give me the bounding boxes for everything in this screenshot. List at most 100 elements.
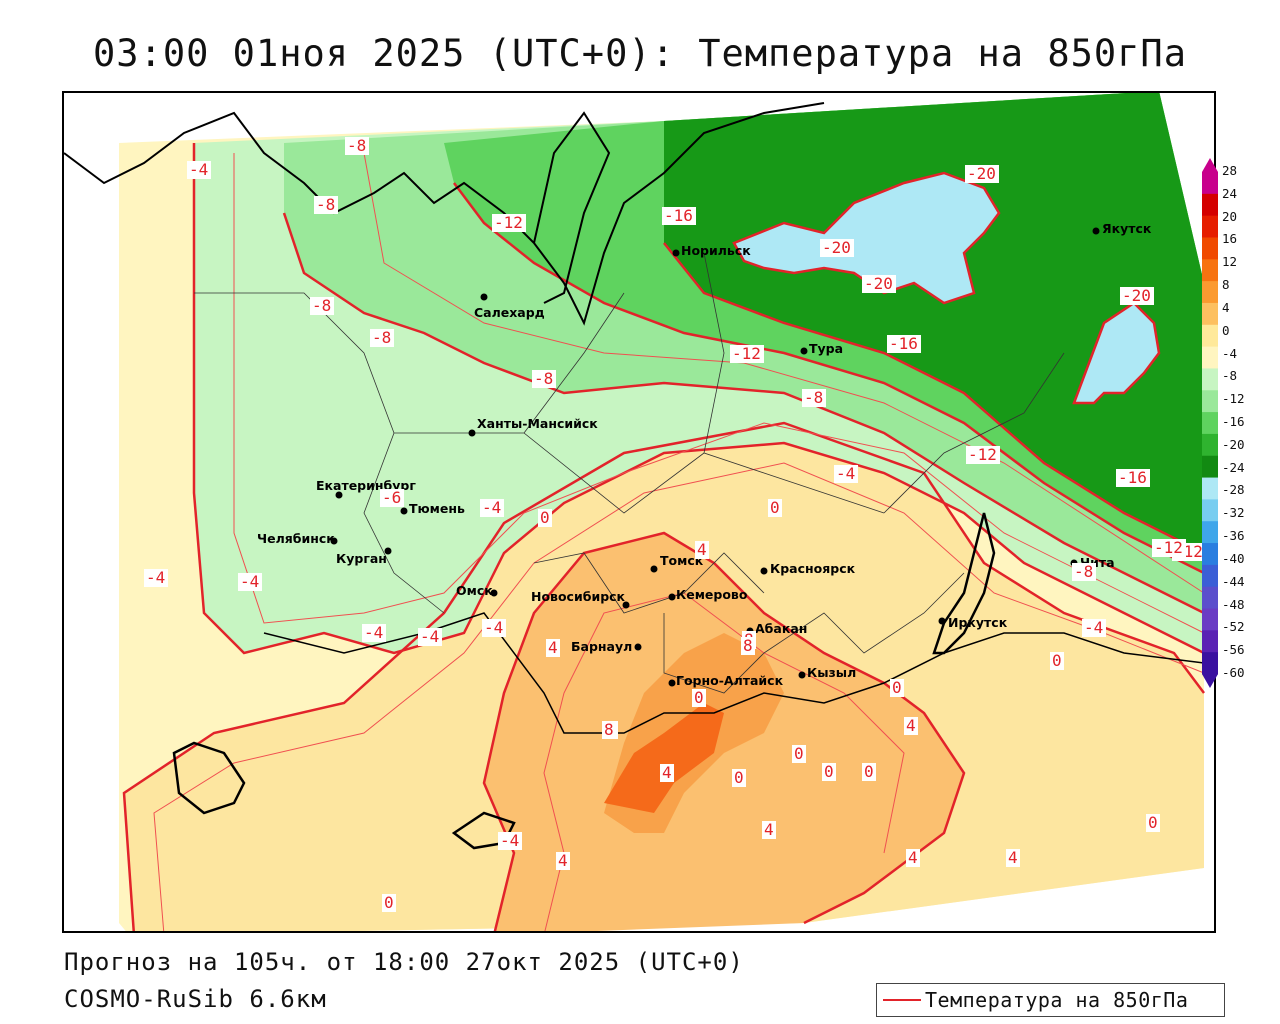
isoline-label: -20 xyxy=(965,164,999,183)
city-norilsk: Норильск xyxy=(672,243,751,258)
colorbar-swatch xyxy=(1202,302,1218,326)
svg-text:0: 0 xyxy=(864,762,874,781)
svg-text:-8: -8 xyxy=(534,369,553,388)
svg-text:0: 0 xyxy=(540,508,550,527)
svg-text:-4: -4 xyxy=(240,572,259,591)
city-salekhard: Салехард xyxy=(474,293,545,320)
temperature-fields xyxy=(119,93,1204,931)
isoline-label: 0 xyxy=(792,744,806,763)
svg-text:4: 4 xyxy=(697,540,707,559)
svg-text:0: 0 xyxy=(824,762,834,781)
svg-text:-16: -16 xyxy=(1118,468,1147,487)
isoline-label: -4 xyxy=(1082,618,1106,637)
svg-text:Кемерово: Кемерово xyxy=(676,587,748,602)
svg-text:0: 0 xyxy=(770,498,780,517)
svg-text:-12: -12 xyxy=(732,344,761,363)
isoline-label: 4 xyxy=(546,638,560,657)
baikal xyxy=(932,512,996,655)
svg-text:4: 4 xyxy=(908,848,918,867)
colorbar-swatch xyxy=(1202,455,1218,479)
svg-text:0: 0 xyxy=(1052,651,1062,670)
colorbar-swatch xyxy=(1202,477,1218,500)
isoline-label: -8 xyxy=(1072,562,1096,581)
isoline-label: -4 xyxy=(482,618,506,637)
svg-text:Иркутск: Иркутск xyxy=(948,615,1008,630)
svg-text:Тура: Тура xyxy=(809,341,843,356)
isoline-label: -12 xyxy=(1152,538,1186,557)
isoline-label: -4 xyxy=(144,568,168,587)
legend-label: Температура на 850гПа xyxy=(925,988,1189,1012)
region-borders xyxy=(194,252,1065,694)
svg-text:0: 0 xyxy=(694,688,704,707)
isoline-label: -16 xyxy=(887,334,921,353)
svg-text:0: 0 xyxy=(384,893,394,912)
isotherm-minus4 xyxy=(192,143,1205,655)
isoline-label: -4 xyxy=(418,627,442,646)
svg-text:-20: -20 xyxy=(967,164,996,183)
colorbar-tick-label: -28 xyxy=(1222,482,1245,498)
isoline-label: -4 xyxy=(498,831,522,850)
svg-text:Салехард: Салехард xyxy=(474,305,545,320)
colorbar-tick-label: -32 xyxy=(1222,505,1245,521)
isoline-label: 0 xyxy=(692,688,706,707)
isoline-label: -20 xyxy=(820,238,854,257)
svg-text:8: 8 xyxy=(604,720,614,739)
svg-text:-20: -20 xyxy=(1122,286,1151,305)
svg-text:-4: -4 xyxy=(189,160,208,179)
svg-text:-4: -4 xyxy=(1084,618,1103,637)
legend: Температура на 850гПа xyxy=(876,983,1225,1017)
svg-text:Ханты-Мансийск: Ханты-Мансийск xyxy=(477,416,598,431)
city-kemerovo: Кемерово xyxy=(668,587,748,602)
isotherm-lines xyxy=(122,143,1205,931)
isoline-label: -8 xyxy=(345,136,369,155)
isotherm-minus20-a xyxy=(732,171,1001,305)
svg-text:-8: -8 xyxy=(316,195,335,214)
isoline-label: -6 xyxy=(380,488,404,507)
colorbar-tick-label: 0 xyxy=(1222,322,1230,338)
city-krasnoyarsk: Красноярск xyxy=(760,561,856,576)
city-kyzyl: Кызыл xyxy=(798,665,856,680)
isoline-label: -8 xyxy=(532,369,556,388)
svg-text:-4: -4 xyxy=(420,627,439,646)
svg-text:-8: -8 xyxy=(347,136,366,155)
city-tyumen: Тюмень xyxy=(400,501,465,516)
colorbar-tick-label: -60 xyxy=(1222,665,1245,680)
colorbar-swatch xyxy=(1202,390,1218,413)
isotherm-minus20-b xyxy=(1072,301,1161,405)
isoline-label: -16 xyxy=(1116,468,1150,487)
svg-text:Омск: Омск xyxy=(456,583,493,598)
svg-text:4: 4 xyxy=(1008,848,1018,867)
colorbar-tick-label: -36 xyxy=(1222,528,1245,544)
isoline-label: -8 xyxy=(310,296,334,315)
isoline-label: 4 xyxy=(904,716,918,735)
isoline-label: 0 xyxy=(538,508,552,527)
svg-text:Курган: Курган xyxy=(336,551,387,566)
colorbar-swatch xyxy=(1202,215,1218,238)
svg-text:-20: -20 xyxy=(822,238,851,257)
svg-text:-4: -4 xyxy=(500,831,519,850)
svg-text:-6: -6 xyxy=(382,488,401,507)
svg-text:-4: -4 xyxy=(484,618,503,637)
colorbar-tick-label: 16 xyxy=(1222,231,1238,247)
isoline-labels: -4 -8 -8 -12 -8 -8 -8 -16 -20 -20 -20 -20 -12 -16 -8 -1… xyxy=(144,136,1206,912)
isotherm-minus12 xyxy=(453,182,1205,575)
svg-text:0: 0 xyxy=(892,678,902,697)
city-tura: Тура xyxy=(800,341,843,356)
city-khanty-mansiysk: Ханты-Мансийск xyxy=(468,416,598,437)
isoline-label: 0 xyxy=(862,762,876,781)
colorbar-tick-label: 24 xyxy=(1222,185,1238,201)
svg-text:-8: -8 xyxy=(312,296,331,315)
field-minus16-minus20 xyxy=(664,93,1204,553)
svg-text:-4: -4 xyxy=(482,498,501,517)
cities-layer: Норильск Якутск Салехард Тура Ханты-Манс… xyxy=(257,221,1152,688)
svg-text:Горно-Алтайск: Горно-Алтайск xyxy=(676,673,784,688)
svg-text:Красноярск: Красноярск xyxy=(770,561,856,576)
svg-text:0: 0 xyxy=(1148,813,1158,832)
svg-text:Новосибирск: Новосибирск xyxy=(531,589,626,604)
colorbar-swatch xyxy=(1202,368,1218,391)
isoline-label: 4 xyxy=(762,820,776,839)
colorbar-swatch xyxy=(1202,499,1218,522)
city-tomsk: Томск xyxy=(650,553,704,573)
colorbar-tick-label: 8 xyxy=(1222,277,1230,293)
svg-text:4: 4 xyxy=(548,638,558,657)
